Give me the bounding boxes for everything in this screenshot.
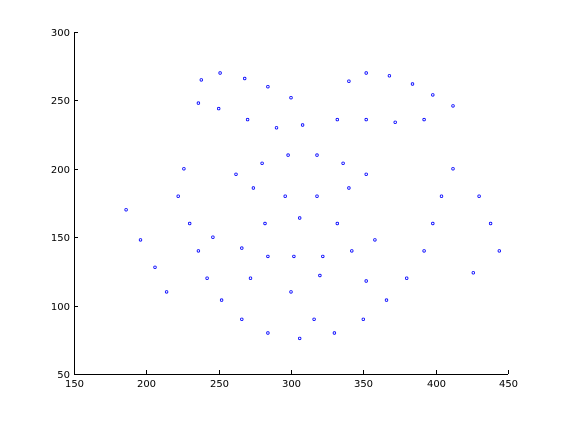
data-point — [393, 120, 397, 124]
y-axis-ticks: 50 100 150 200 250 300 — [51, 28, 78, 381]
data-point — [347, 79, 351, 83]
data-point — [274, 126, 279, 130]
data-point — [347, 186, 351, 190]
data-point — [242, 76, 247, 81]
data-point — [292, 254, 296, 259]
x-tick-label: 450 — [499, 379, 518, 390]
data-point — [298, 216, 302, 220]
data-point — [211, 235, 215, 239]
data-point — [199, 78, 203, 82]
y-tick-label: 300 — [51, 28, 70, 39]
data-point — [315, 194, 319, 198]
data-point — [315, 153, 319, 157]
data-point — [364, 117, 368, 122]
x-tick-label: 200 — [137, 379, 156, 390]
data-point — [300, 123, 305, 127]
data-point — [373, 238, 377, 242]
x-tick-label: 250 — [210, 379, 229, 390]
data-point — [234, 172, 238, 176]
data-point — [187, 221, 192, 226]
data-point — [218, 71, 222, 75]
y-tick-label: 200 — [51, 165, 70, 176]
data-point — [240, 246, 244, 250]
data-point — [266, 331, 270, 335]
y-tick-label: 50 — [57, 370, 70, 381]
data-point — [364, 71, 368, 75]
data-point — [245, 117, 250, 122]
data-point — [216, 106, 221, 111]
data-point — [251, 186, 256, 190]
data-point — [405, 276, 409, 280]
data-point — [410, 82, 415, 86]
data-point — [488, 221, 493, 226]
data-point — [312, 317, 316, 321]
data-point — [205, 276, 209, 280]
y-tick-label: 150 — [51, 233, 70, 244]
x-axis-ticks: 150 200 250 300 350 400 450 — [65, 370, 518, 390]
data-point — [318, 273, 322, 278]
data-point — [283, 194, 287, 198]
data-point — [431, 93, 435, 97]
data-point — [248, 276, 253, 280]
data-point — [138, 238, 143, 242]
x-tick-label: 300 — [282, 379, 301, 390]
y-tick-label: 100 — [51, 302, 70, 313]
x-tick-label: 150 — [65, 379, 84, 390]
data-point — [196, 101, 201, 105]
data-point — [289, 290, 293, 294]
data-point — [335, 221, 339, 226]
x-tick-label: 400 — [427, 379, 446, 390]
data-point — [260, 161, 264, 165]
data-point — [332, 331, 337, 335]
data-point — [298, 336, 302, 341]
data-point — [451, 167, 455, 171]
data-point — [431, 221, 435, 226]
data-point — [497, 249, 501, 253]
data-point — [196, 249, 201, 253]
data-point — [477, 194, 481, 198]
data-point — [350, 249, 354, 253]
data-point — [364, 172, 368, 176]
x-tick-label: 350 — [354, 379, 373, 390]
data-point — [164, 290, 169, 294]
data-point — [335, 117, 339, 122]
data-point — [471, 271, 475, 275]
data-point — [384, 298, 389, 302]
data-point — [439, 194, 444, 198]
data-point — [321, 254, 325, 259]
data-points — [124, 71, 501, 341]
data-point — [124, 208, 128, 212]
data-point — [153, 265, 157, 269]
data-point — [266, 254, 270, 259]
data-point — [361, 317, 365, 321]
data-point — [286, 153, 290, 157]
data-point — [451, 104, 455, 108]
data-point — [289, 95, 293, 100]
data-point — [263, 221, 267, 226]
data-point — [341, 161, 345, 165]
data-point — [266, 84, 270, 89]
data-point — [240, 317, 244, 321]
data-point — [219, 298, 224, 302]
data-point — [364, 279, 368, 283]
data-point — [422, 249, 426, 253]
y-tick-label: 250 — [51, 96, 70, 107]
data-point — [176, 194, 180, 198]
data-point — [182, 167, 186, 171]
data-point — [422, 117, 426, 122]
data-point — [387, 74, 392, 78]
